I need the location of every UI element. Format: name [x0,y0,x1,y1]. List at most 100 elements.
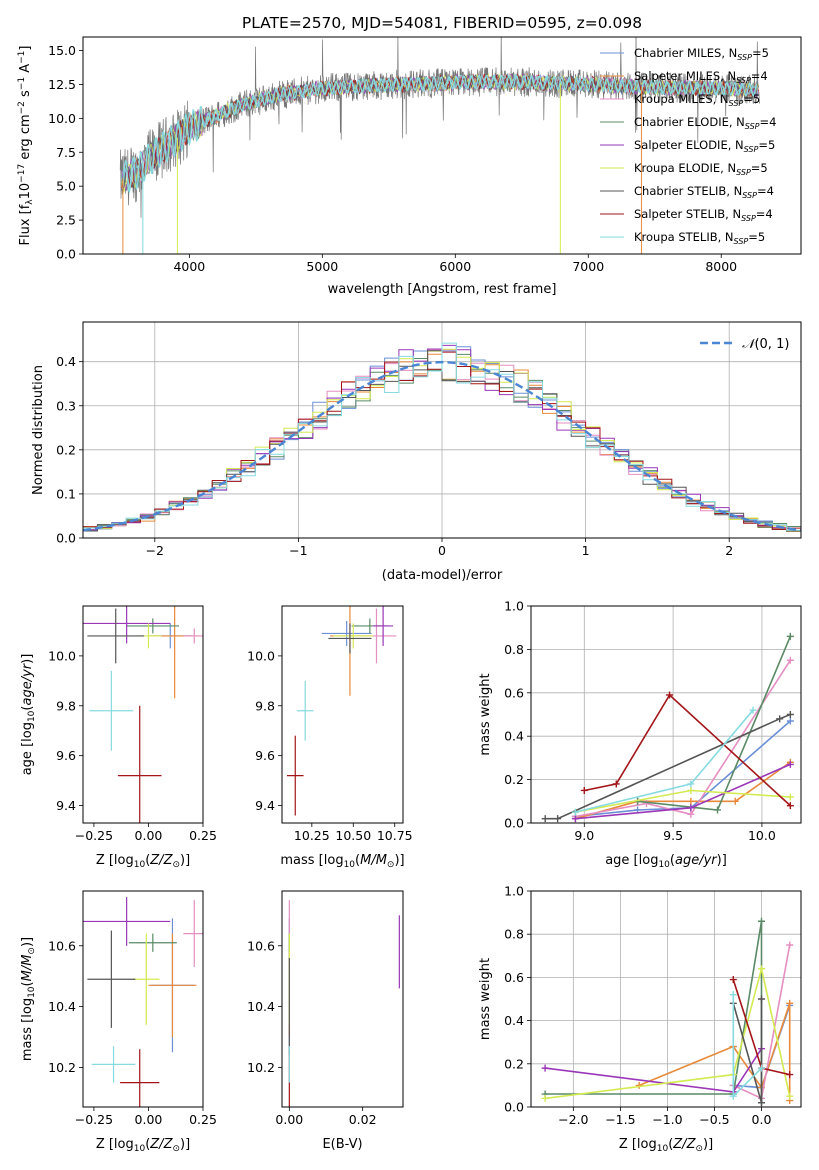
y-tick-label: 15.0 [48,43,76,58]
weight-marker [757,917,765,925]
label-part: 10 [27,710,37,722]
weight-marker [642,799,650,807]
legend-text: Salpeter MILES, N [634,69,736,83]
legend-value: =4 [751,69,768,83]
x-tick-label: 0.25 [189,828,217,843]
y-tick-label: 0.2 [504,1056,524,1071]
x-tick-label: −0.25 [75,828,113,843]
weight-marker [571,815,579,823]
weight-marker [687,810,695,818]
axes-frame [82,36,802,255]
label-part: 10 [134,860,146,870]
label-part: 10 [27,986,37,998]
label-part: erg cm [18,114,33,163]
weight-marker [757,995,765,1003]
x-tick-label: 10.50 [335,828,371,843]
label-part: ( [20,706,35,711]
x-tick-label: 10.75 [377,828,413,843]
x-axis-label: E(B-V) [322,1137,362,1152]
residual-histogram [83,342,801,531]
y-tick-label: 7.5 [56,145,76,160]
weight-marker [786,1071,794,1079]
legend-entry: Chabrier MILES, NSSP=5 [634,46,769,62]
y-tick-label: 10.0 [247,648,275,663]
legend-sub: SSP [741,214,756,223]
model-spectrum-top [122,74,758,194]
x-tick-label: 1 [582,543,590,558]
panel-age_vs_Z: −0.25 0.00 0.259.49.69.810.0Z [log10(Z/Z⊙)… [20,605,217,870]
y-axis-label: Normed distribution [31,365,46,495]
weight-marker [729,991,737,999]
weight-marker [666,691,674,699]
label-part: ( [20,981,35,986]
panel-spectrum: 4000 5000 6000 7000 8000 0.0 2.5 5.0 7.5 10.0 12.5… [17,36,802,297]
weight-marker [714,806,722,814]
label-part: A [18,64,33,77]
y-tick-label: 10.2 [247,1060,275,1075]
axis-label: Flux [fλ10−17 erg cm−2 s−1 A−1] [17,46,35,246]
y-tick-label: 9.8 [56,698,76,713]
label-part: 10 [344,860,356,870]
label-part: M/M [20,955,35,982]
weight-marker [541,1064,549,1072]
weight-marker [687,804,695,812]
y-tick-label: 0.4 [504,1013,524,1028]
weight-marker [729,976,737,984]
legend-value: =5 [752,46,769,60]
x-axis-label: (data-model)/error [382,568,503,583]
label-part: )] [20,937,35,947]
x-tick-label: 2 [725,543,733,558]
y-tick-label: 0.6 [504,685,524,700]
x-tick-label: 0.02 [349,1112,377,1127]
plot-area [83,606,203,823]
label-part: )] [717,853,727,868]
label-part: s [18,90,33,101]
legend-sub: SSP [736,76,751,85]
label-part: Z [log [96,853,134,868]
y-tick-label: 1.0 [504,884,524,899]
plot-area [83,322,801,538]
label-part: )] [180,1137,190,1152]
label-part: age [log [20,722,35,775]
label-part: −2 [17,101,27,114]
legend-text: (0, 1) [754,337,789,352]
legend-text: Chabrier ELODIE, N [634,115,745,129]
weight-marker [580,786,588,794]
gaussian-curve [83,360,801,532]
label-part: )] [180,853,190,868]
y-tick-label: 2.5 [56,213,76,228]
panel-weight_vs_age: 9.0 9.5 10.0 0.0 0.2 0.4 0.6 0.8 1.0 age [log10(a… [478,599,802,870]
plot-area [83,897,203,1107]
y-tick-label: 0.2 [56,442,76,457]
label-part: 10 [658,860,670,870]
y-tick-label: 10.6 [247,938,275,953]
label-part: 10 [134,1144,146,1154]
axis-label: age [log10(age/yr)] [20,654,37,776]
legend-sub: SSP [737,53,752,62]
axes-frame [530,890,802,1108]
weight-marker [757,1099,765,1107]
y-axis-label: mass weight [478,673,493,755]
label-part: Z/Z [672,1137,696,1152]
y-tick-label: 0.0 [56,531,76,546]
label-part: wavelength [Angstrom, rest frame] [328,282,557,297]
y-tick-label: 12.5 [48,77,76,92]
x-tick-label: 6000 [439,259,471,274]
axes-frame [82,890,204,1108]
label-part: λ [25,199,35,205]
y-tick-label: 0.4 [504,729,524,744]
x-tick-label: 9.0 [574,828,594,843]
legend-entry: Kroupa STELIB, NSSP=5 [634,230,765,246]
weight-line [575,659,791,818]
weight-marker [687,797,695,805]
panel-mass_vs_ebv: 0.00 0.02 10.2 10.4 10.6 E(B-V) [247,890,404,1152]
y-tick-label: 9.6 [56,748,76,763]
axes-frame [281,890,404,1108]
weight-marker [749,706,757,714]
x-tick-label: 5000 [306,259,338,274]
label-part: mass [log [280,853,343,868]
axis-label: Z [log10(Z/Z⊙)] [96,853,190,870]
weight-marker [786,760,794,768]
weight-marker [729,1092,737,1100]
plot-area [119,37,760,254]
